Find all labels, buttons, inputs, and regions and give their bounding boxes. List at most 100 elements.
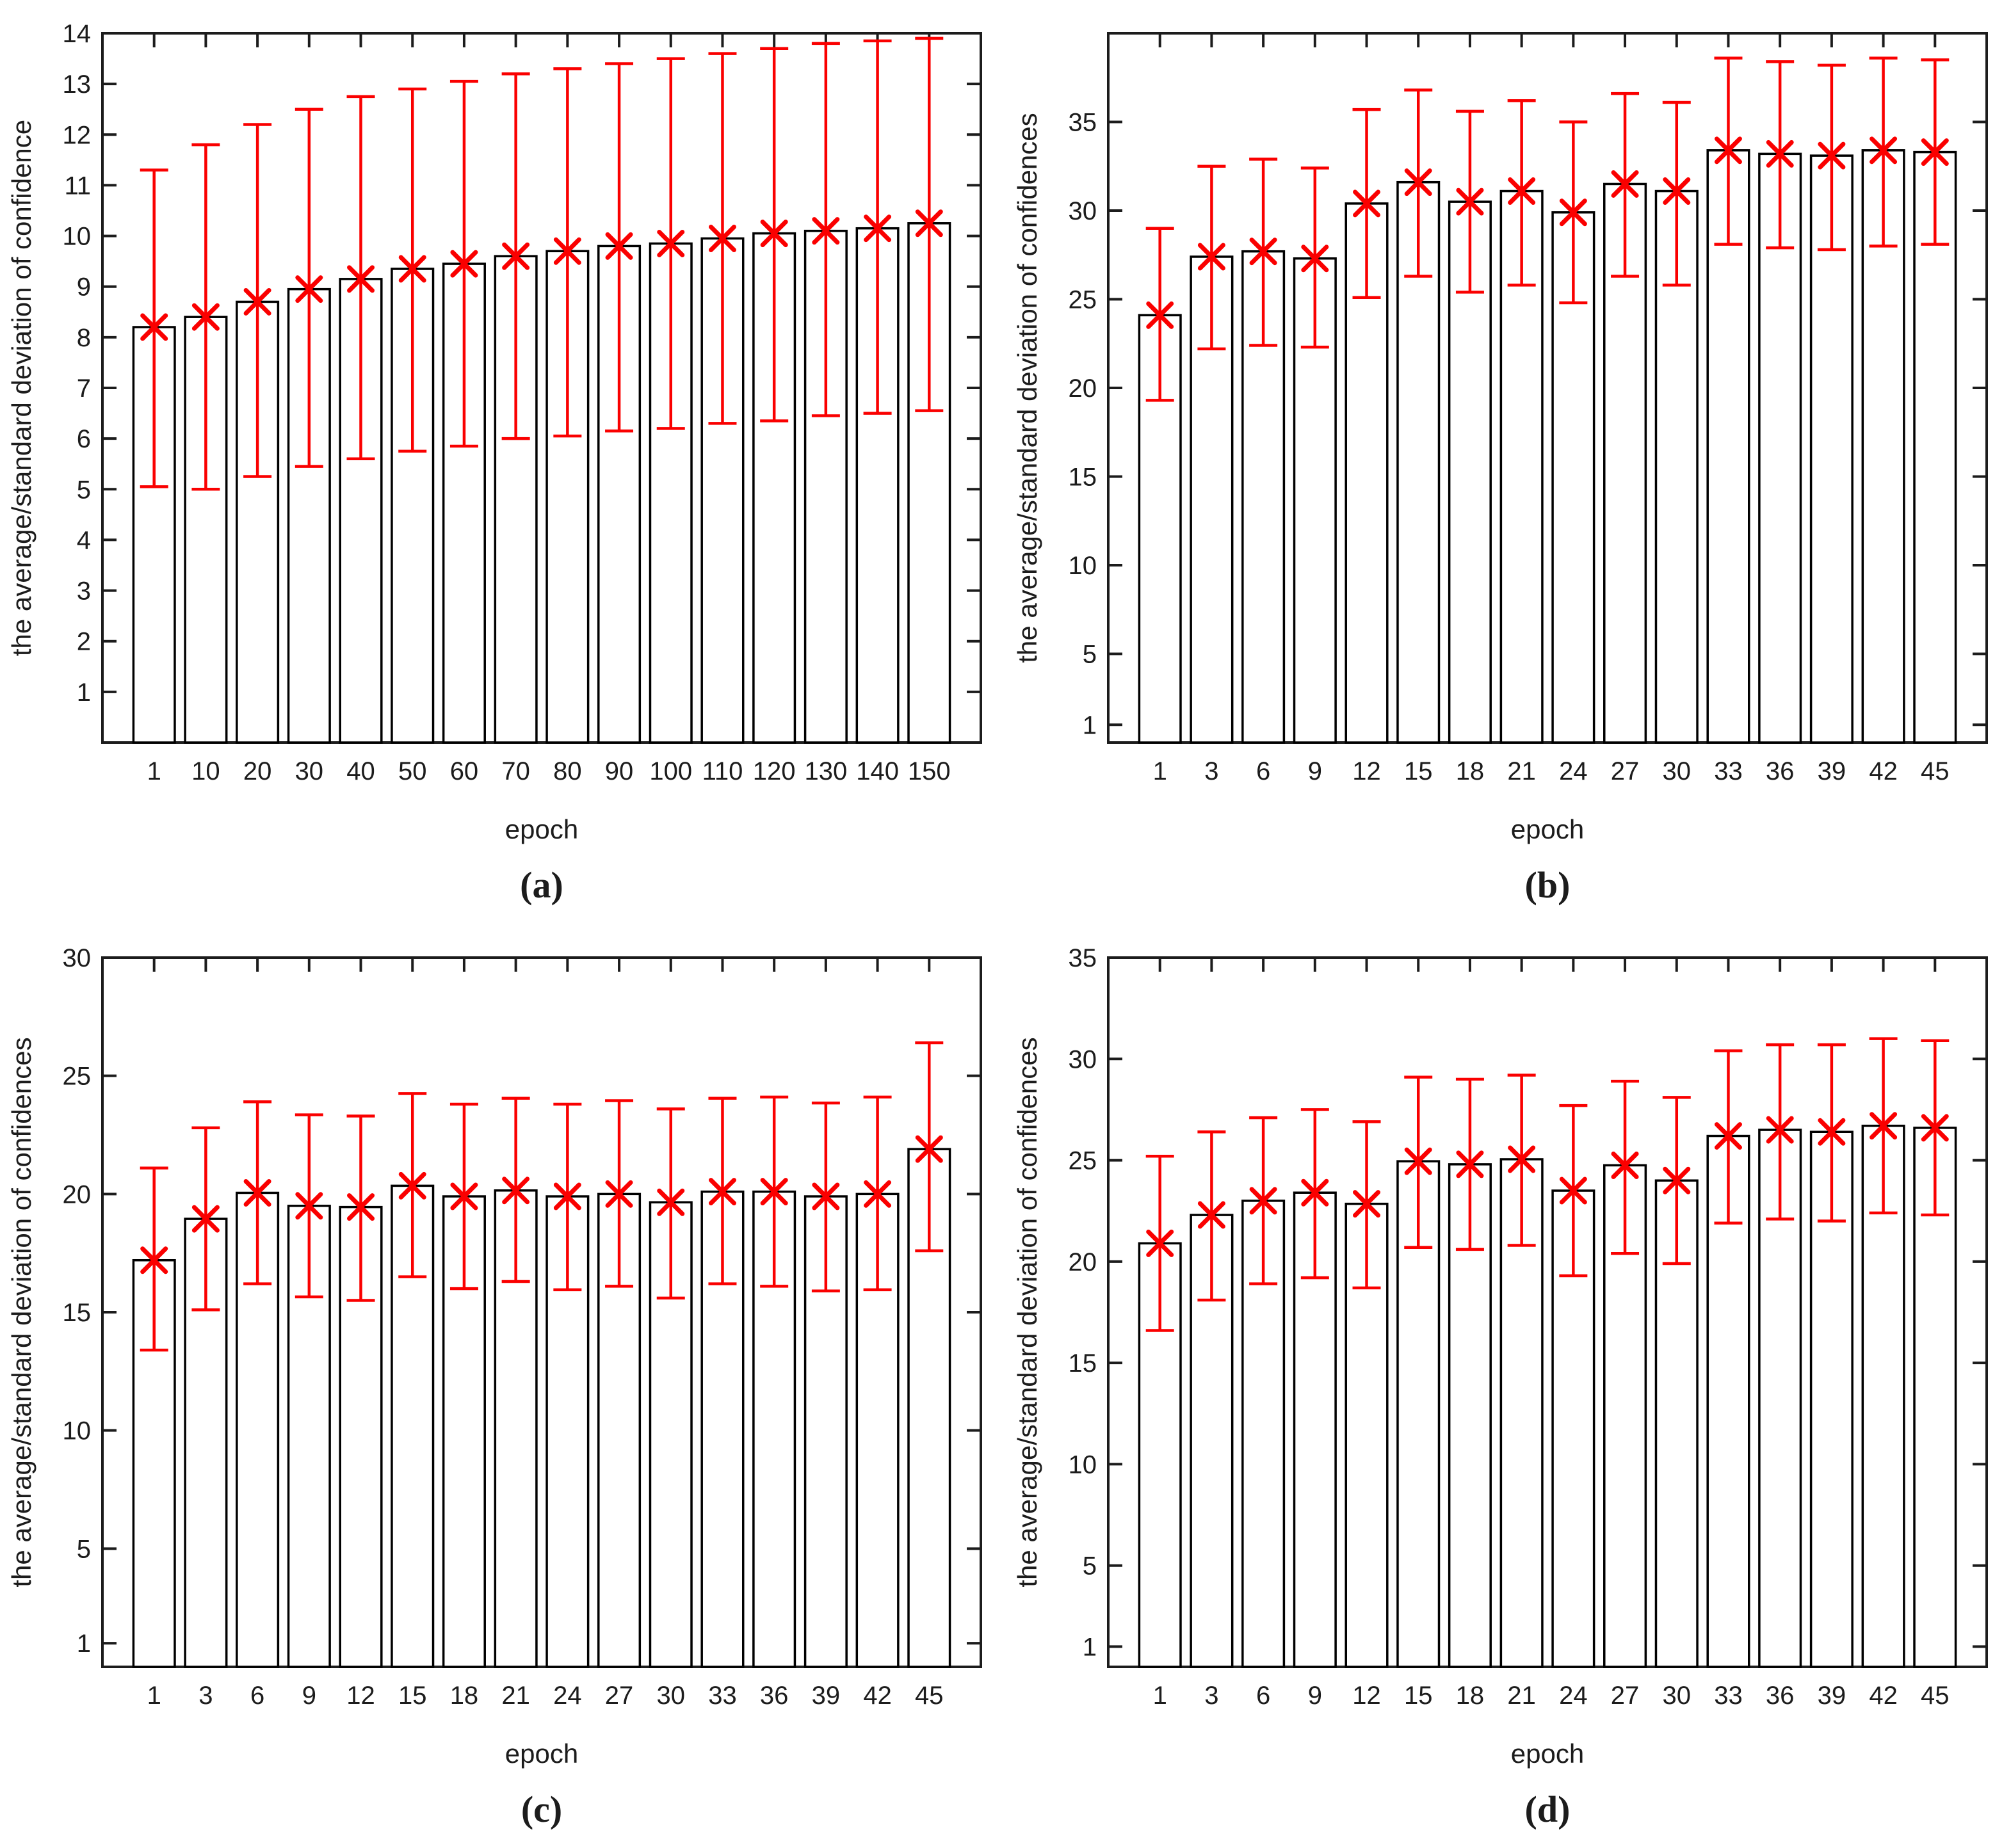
x-marker — [1714, 136, 1742, 165]
x-tick-label: 80 — [553, 757, 582, 785]
x-tick-label: 140 — [856, 757, 899, 785]
x-tick-label: 30 — [657, 1682, 686, 1710]
y-tick-label: 35 — [1069, 109, 1097, 137]
x-marker — [1663, 1166, 1691, 1194]
x-tick-label: 21 — [501, 1682, 530, 1710]
x-marker — [450, 1182, 478, 1210]
y-tick-label: 20 — [1069, 1248, 1097, 1276]
y-tick-label: 20 — [1069, 374, 1097, 403]
x-tick-label: 90 — [605, 757, 634, 785]
y-tick-label: 14 — [63, 20, 92, 48]
y-tick-label: 15 — [1069, 1349, 1097, 1378]
x-tick-label: 70 — [501, 757, 530, 785]
error-bar-series — [140, 36, 944, 491]
subplot-a: 1 2 3 4 5 6 7 8 9 10 11 12 13 14 1 10 20 30 40 50 60 70 80 90 10… — [0, 0, 1005, 924]
x-tick-label: 60 — [450, 757, 479, 785]
x-marker — [605, 232, 633, 260]
x-tick-label: 3 — [1204, 1682, 1218, 1710]
subplot-caption: (c) — [521, 1788, 562, 1830]
y-tick-label: 10 — [1069, 1450, 1097, 1479]
y-tick-label: 5 — [1083, 641, 1097, 669]
x-marker — [1611, 170, 1639, 198]
x-marker — [1249, 1187, 1277, 1215]
x-tick-label: 12 — [346, 1682, 375, 1710]
y-tick-label: 10 — [63, 1417, 92, 1445]
x-tick-label: 12 — [1352, 757, 1381, 785]
x-marker — [864, 214, 892, 243]
x-marker — [1921, 1114, 1949, 1142]
x-marker — [708, 225, 736, 253]
y-tick-label: 5 — [1083, 1552, 1097, 1580]
x-marker — [1611, 1151, 1639, 1179]
x-tick-label: 9 — [1308, 1682, 1322, 1710]
x-tick-label: 45 — [1921, 1682, 1950, 1710]
x-marker — [708, 1178, 736, 1206]
x-marker — [243, 287, 271, 316]
bar — [545, 250, 590, 744]
x-tick-label: 50 — [398, 757, 427, 785]
x-marker — [657, 1188, 685, 1216]
subplot-d: 1 5 10 15 20 25 30 35 1 3 6 9 12 15 18 21 24 27 30 33 36 39 42… — [1006, 924, 2011, 1848]
x-tick-label: 21 — [1507, 757, 1536, 785]
x-tick-label: 6 — [1256, 1682, 1270, 1710]
y-tick-label: 3 — [77, 577, 91, 606]
x-tick-label: 30 — [1663, 1682, 1692, 1710]
x-marker — [1456, 188, 1484, 216]
x-tick-label: 15 — [1404, 757, 1433, 785]
y-axis-title: the average/standard deviation of confid… — [1012, 1037, 1042, 1587]
y-tick-label: 25 — [63, 1063, 92, 1091]
x-marker — [1301, 1178, 1329, 1207]
x-marker — [1404, 168, 1432, 197]
axes-box — [1107, 956, 1988, 1668]
x-tick-label: 9 — [302, 1682, 316, 1710]
x-axis-title: epoch — [1511, 1739, 1584, 1769]
x-tick-label: 21 — [1507, 1682, 1536, 1710]
x-marker — [347, 1193, 375, 1221]
x-marker — [1249, 237, 1277, 266]
x-axis-title: epoch — [505, 1739, 578, 1769]
x-tick-label: 120 — [753, 757, 796, 785]
x-marker — [1508, 1145, 1536, 1173]
y-tick-label: 11 — [64, 172, 91, 200]
bar — [1913, 150, 1957, 744]
x-marker — [760, 220, 788, 248]
y-tick-label: 5 — [77, 476, 91, 504]
x-axis: 1 3 6 9 12 15 18 21 24 27 30 33 36 39 42 45 — [1153, 958, 1950, 1710]
x-tick-label: 33 — [1714, 757, 1743, 785]
x-marker — [915, 209, 943, 237]
subplot-caption: (a) — [520, 864, 563, 906]
subplot-b: 1 5 10 15 20 25 30 35 1 3 6 9 12 15 18 21 24 27 30 33 36 39 42… — [1006, 0, 2011, 924]
x-marker — [1508, 177, 1536, 205]
x-marker — [398, 1171, 426, 1200]
x-tick-label: 15 — [398, 1682, 427, 1710]
x-tick-label: 1 — [1153, 1682, 1167, 1710]
x-marker — [1921, 138, 1949, 166]
x-marker — [1353, 189, 1381, 218]
x-tick-label: 33 — [1714, 1682, 1743, 1710]
y-tick-label: 20 — [63, 1180, 92, 1209]
y-tick-label: 1 — [1083, 711, 1097, 739]
y-tick-label: 8 — [77, 324, 91, 352]
x-axis: 1 3 6 9 12 15 18 21 24 27 30 33 36 39 42 45 — [147, 958, 944, 1710]
x-marker — [1456, 1150, 1484, 1178]
x-marker — [760, 1178, 788, 1206]
y-tick-label: 25 — [1069, 286, 1097, 314]
x-marker — [502, 1177, 530, 1205]
x-tick-label: 39 — [812, 1682, 841, 1710]
x-tick-label: 39 — [1818, 1682, 1846, 1710]
y-axis-title: the average/standard deviation of confid… — [6, 1037, 36, 1587]
x-marker — [243, 1178, 271, 1207]
x-tick-label: 42 — [1869, 757, 1898, 785]
y-tick-label: 25 — [1069, 1147, 1097, 1175]
x-tick-label: 42 — [863, 1682, 892, 1710]
x-marker — [1870, 1112, 1898, 1140]
error-bar-series — [1145, 56, 1950, 402]
x-tick-label: 12 — [1352, 1682, 1381, 1710]
x-marker — [1714, 1122, 1742, 1150]
x-axis-title: epoch — [505, 814, 578, 844]
x-marker — [140, 313, 168, 341]
